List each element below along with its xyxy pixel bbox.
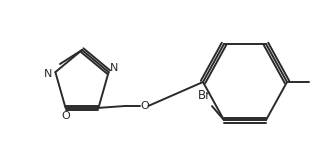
Text: N: N (44, 69, 52, 79)
Text: O: O (61, 111, 70, 121)
Text: N: N (109, 63, 118, 73)
Text: Br: Br (198, 89, 212, 102)
Text: O: O (140, 101, 149, 111)
